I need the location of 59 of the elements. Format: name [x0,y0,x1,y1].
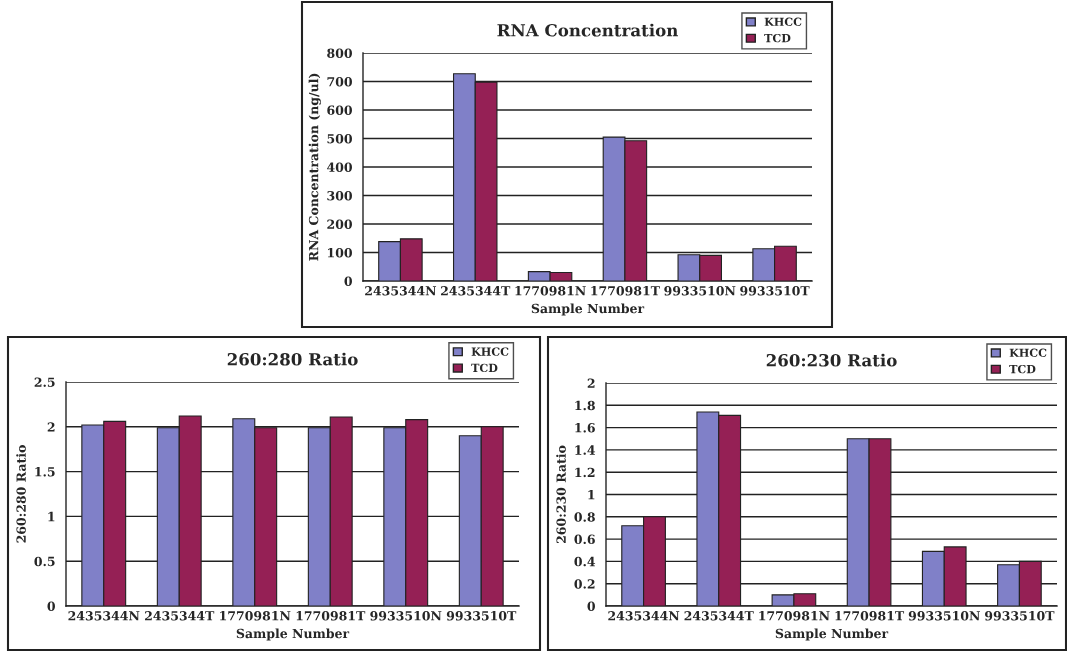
x-tick-label: 2435344N [608,611,680,621]
y-tick-label: 1.2 [575,467,595,478]
y-tick-label: 0.5 [34,556,55,567]
y-tick-label: 300 [327,190,352,201]
y-tick-label: 0.2 [574,579,595,589]
y-tick-label: 0.4 [574,556,596,567]
y-tick-label: 1 [588,489,595,500]
y-tick-label: 0.6 [574,534,595,545]
chart-title: RNA Concentration [497,23,678,37]
chart-title: 260:280 Ratio [227,352,358,366]
y-tick-label: 500 [327,133,352,144]
y-tick-label: 1 [48,511,55,522]
y-tick-label: 2 [587,378,595,388]
legend-label: TCD [1009,364,1036,374]
x-tick-label: 2435344T [684,611,754,621]
x-axis-title: Sample Number [531,303,645,316]
x-tick-label: 2435344N [68,611,140,621]
y-tick-label: 1.5 [35,467,55,477]
y-tick-label: 700 [327,76,352,87]
y-tick-label: 0 [344,276,352,286]
legend-label: TCD [471,363,498,373]
y-axis-title: 260:280 Ratio [16,445,26,543]
y-tick-label: 0 [47,601,55,611]
x-tick-label: 2435344N [365,286,437,296]
y-tick-label: 200 [327,219,352,229]
x-tick-label: 2435344T [440,286,511,296]
y-tick-label: 600 [327,105,352,115]
y-tick-label: 100 [328,247,352,258]
x-tick-label: 9933510N [908,611,980,621]
x-tick-label: 2435344T [144,611,215,621]
legend-label: TCD [764,33,791,43]
x-tick-label: 1770981T [835,611,905,621]
legend-label: KHCC [1009,348,1047,357]
y-tick-label: 800 [327,48,352,58]
y-tick-label: 1.4 [575,445,596,455]
x-tick-label: 9933510N [664,286,736,296]
chart-title: 260:230 Ratio [766,353,897,367]
y-tick-label: 400 [327,162,352,172]
y-tick-label: 2.5 [34,377,55,387]
legend-label: KHCC [764,17,802,26]
legend-label: KHCC [471,347,509,356]
x-tick-label: 1770981N [759,611,830,621]
y-tick-label: 0.8 [574,512,595,522]
x-tick-label: 9933510T [985,611,1055,621]
y-axis-title: 260:230 Ratio [556,445,566,544]
x-tick-label: 9933510T [446,611,517,621]
x-axis-title: Sample Number [236,628,350,641]
y-axis-title: RNA Concentration (ng/ul) [308,73,321,261]
x-tick-label: 9933510N [370,611,442,621]
x-tick-label: 1770981T [591,286,660,296]
y-tick-label: 1.6 [575,423,595,433]
y-tick-label: 0 [587,601,595,611]
x-tick-label: 1770981N [220,611,291,621]
y-tick-label: 2 [47,422,55,432]
x-tick-label: 1770981N [515,286,586,296]
x-tick-label: 9933510T [740,286,810,296]
x-tick-label: 1770981T [296,611,366,621]
y-tick-label: 1.8 [575,400,595,411]
x-axis-title: Sample Number [775,628,889,641]
